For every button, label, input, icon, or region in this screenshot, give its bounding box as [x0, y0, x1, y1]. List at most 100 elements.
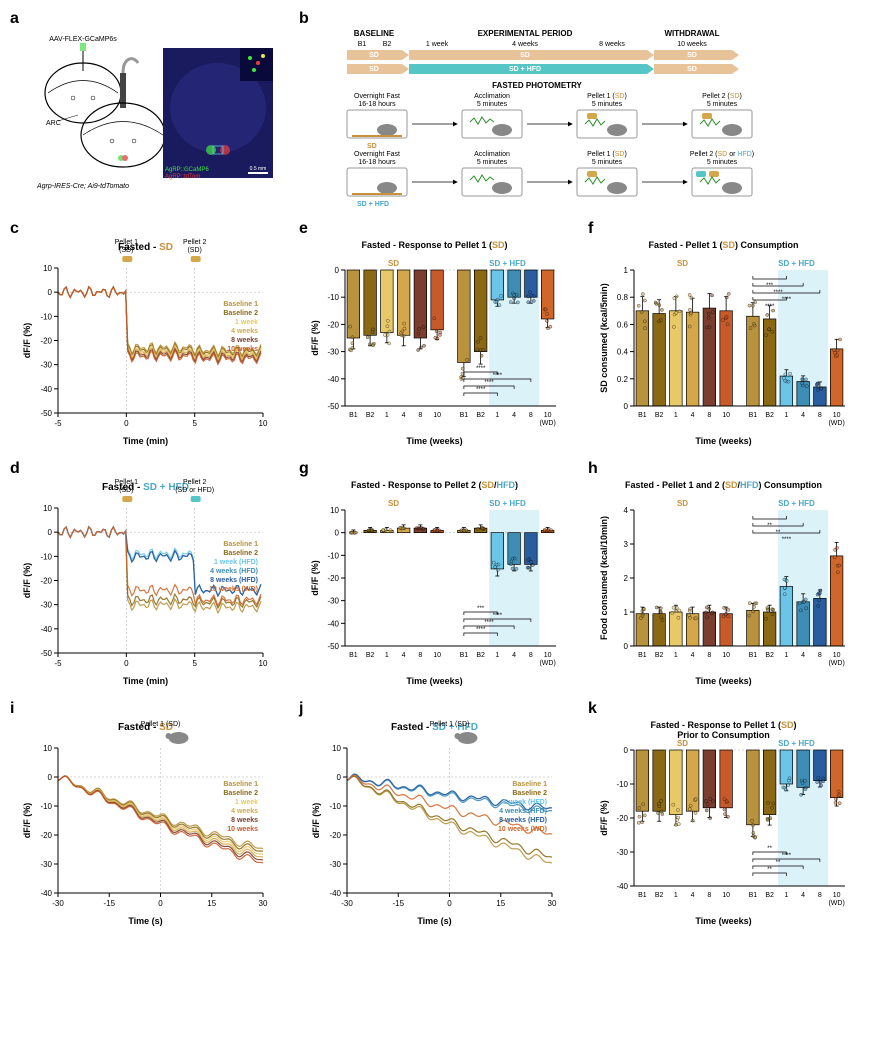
svg-text:8: 8 [529, 652, 533, 659]
svg-text:0: 0 [624, 746, 629, 755]
svg-text:0: 0 [48, 528, 53, 537]
svg-text:SD + HFD: SD + HFD [489, 259, 526, 268]
svg-text:10: 10 [332, 744, 341, 753]
svg-text:1: 1 [624, 608, 629, 617]
svg-text:Pellet 1 (SD): Pellet 1 (SD) [430, 721, 470, 728]
panel-h: h Fasted - Pellet 1 and 2 (SD/HFD) Consu… [588, 460, 859, 688]
svg-text:SD + HFD: SD + HFD [778, 739, 815, 748]
svg-text:***: *** [477, 606, 485, 612]
svg-text:1 week: 1 week [426, 41, 449, 48]
svg-text:Time (weeks): Time (weeks) [406, 436, 462, 446]
protocol-row-hfd: Overnight Fast 16-18 hours Acclimation 5… [347, 151, 754, 208]
svg-text:-20: -20 [327, 574, 339, 583]
figure-grid: a AAV-FLEX-GCaMP6s ARC [10, 10, 859, 928]
svg-text:1: 1 [495, 652, 499, 659]
svg-text:4: 4 [801, 412, 805, 419]
svg-text:10: 10 [722, 652, 730, 659]
svg-text:Pellet 2: Pellet 2 [183, 239, 206, 246]
svg-text:4 weeks (HFD): 4 weeks (HFD) [499, 808, 547, 815]
svg-text:1: 1 [385, 652, 389, 659]
svg-text:SD: SD [687, 52, 697, 59]
svg-text:-10: -10 [40, 552, 52, 561]
svg-text:B2: B2 [765, 412, 774, 419]
panel-i-chart: Fasted - SDPellet 1 (SD)-30-1501530-40-3… [18, 718, 273, 928]
svg-text:Fasted - Response to Pellet 2: Fasted - Response to Pellet 2 (SD/HFD) [351, 480, 518, 490]
svg-text:-30: -30 [40, 361, 52, 370]
svg-text:Pellet 1 (SD): Pellet 1 (SD) [587, 151, 627, 158]
svg-text:SD + HFD: SD + HFD [509, 66, 541, 73]
svg-text:8: 8 [529, 412, 533, 419]
svg-text:10: 10 [43, 504, 52, 513]
svg-text:-20: -20 [40, 831, 52, 840]
svg-text:Overnight Fast: Overnight Fast [354, 93, 400, 100]
svg-text:-50: -50 [40, 409, 52, 418]
svg-text:10: 10 [433, 652, 441, 659]
svg-text:1: 1 [784, 652, 788, 659]
svg-text:-30: -30 [327, 348, 339, 357]
svg-text:Pellet 1 (SD): Pellet 1 (SD) [587, 93, 627, 100]
svg-text:SD: SD [369, 52, 379, 59]
svg-text:dF/F (%): dF/F (%) [22, 803, 32, 839]
svg-text:1 week (HFD): 1 week (HFD) [503, 799, 547, 806]
svg-text:B1: B1 [749, 892, 758, 899]
svg-text:4 weeks (HFD): 4 weeks (HFD) [210, 568, 258, 575]
svg-text:Baseline 1: Baseline 1 [512, 781, 547, 788]
svg-text:10: 10 [544, 412, 552, 419]
svg-text:B2: B2 [765, 892, 774, 899]
svg-text:B1: B1 [349, 652, 358, 659]
svg-text:10 weeks: 10 weeks [227, 826, 258, 833]
svg-text:4: 4 [402, 412, 406, 419]
virus-label: AAV-FLEX-GCaMP6s [49, 36, 117, 43]
svg-text:0: 0 [335, 529, 340, 538]
svg-text:(WD): (WD) [828, 900, 844, 907]
svg-text:SD: SD [388, 259, 399, 268]
svg-text:SD + HFD: SD + HFD [778, 259, 815, 268]
svg-text:5: 5 [192, 659, 197, 668]
svg-text:****: **** [782, 537, 792, 543]
svg-text:Acclimation: Acclimation [474, 151, 510, 158]
svg-text:8 weeks: 8 weeks [231, 337, 258, 344]
svg-text:16-18 hours: 16-18 hours [358, 159, 396, 166]
panel-e-chart: Fasted - Response to Pellet 1 (SD)SDSD +… [307, 238, 562, 448]
svg-text:10: 10 [544, 652, 552, 659]
svg-text:8 weeks (HFD): 8 weeks (HFD) [210, 577, 258, 584]
svg-text:4: 4 [691, 892, 695, 899]
svg-text:10: 10 [43, 264, 52, 273]
svg-text:4: 4 [691, 412, 695, 419]
svg-text:Pellet 1: Pellet 1 [115, 239, 138, 246]
svg-text:-30: -30 [327, 597, 339, 606]
panel-j-chart: Fasted - SD + HFDPellet 1 (SD)-30-150153… [307, 718, 562, 928]
svg-text:B2: B2 [655, 892, 664, 899]
svg-text:Time (weeks): Time (weeks) [695, 916, 751, 926]
mouse-line-label: Agrp-IRES-Cre; Ai9-tdTomato [36, 183, 129, 190]
svg-text:Overnight Fast: Overnight Fast [354, 151, 400, 158]
svg-text:0: 0 [337, 773, 342, 782]
svg-text:B1: B1 [638, 652, 647, 659]
svg-text:(SD): (SD) [119, 487, 133, 494]
svg-text:0.4: 0.4 [617, 348, 629, 357]
svg-text:-40: -40 [616, 882, 628, 891]
svg-text:Time (weeks): Time (weeks) [695, 436, 751, 446]
panel-k: k Fasted - Response to Pellet 1 (SD)Prio… [588, 700, 859, 928]
svg-text:-20: -20 [616, 814, 628, 823]
svg-text:-15: -15 [392, 899, 404, 908]
svg-text:8 weeks: 8 weeks [231, 817, 258, 824]
svg-text:Baseline 2: Baseline 2 [512, 790, 547, 797]
svg-text:4: 4 [512, 412, 516, 419]
panel-f-label: f [588, 220, 593, 238]
svg-text:SD: SD [367, 143, 377, 150]
svg-text:0.2: 0.2 [617, 375, 629, 384]
svg-text:Pellet 2: Pellet 2 [183, 479, 206, 486]
svg-text:B2: B2 [476, 652, 485, 659]
panel-b-label: b [299, 10, 309, 28]
svg-text:-5: -5 [54, 659, 62, 668]
svg-text:1: 1 [784, 892, 788, 899]
svg-text:****: **** [476, 366, 486, 372]
svg-text:SD: SD [677, 259, 688, 268]
svg-text:(WD): (WD) [539, 420, 555, 427]
svg-text:-20: -20 [327, 320, 339, 329]
panel-c: c Fasted - SDPellet 1(SD)Pellet 2(SD)-50… [10, 220, 281, 448]
svg-text:Baseline 2: Baseline 2 [223, 550, 258, 557]
svg-text:4: 4 [801, 652, 805, 659]
svg-text:-10: -10 [40, 802, 52, 811]
